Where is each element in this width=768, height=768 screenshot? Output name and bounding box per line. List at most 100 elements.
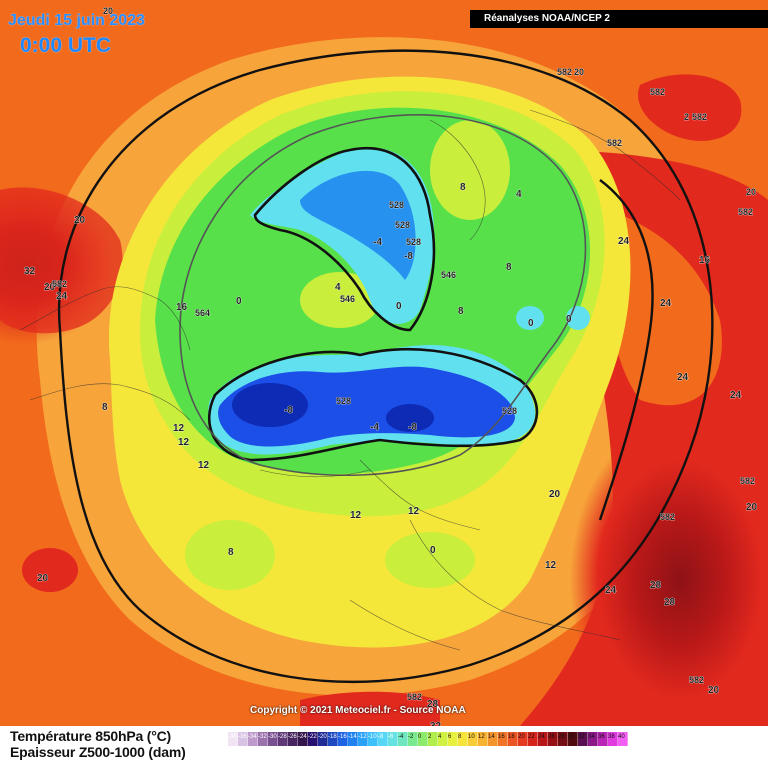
coast-north-america [19, 286, 191, 351]
legend-tick-label: 36 [598, 734, 605, 740]
legend-tick-label: -18 [328, 734, 337, 740]
legend-tick-label: 38 [608, 734, 615, 740]
label-528-b: 528 [395, 220, 410, 230]
label-528-a: 528 [389, 200, 404, 210]
central-yellow-green-blob [300, 272, 380, 328]
label-28-bottom: 28 [427, 699, 439, 710]
legend-tick-label: -30 [268, 734, 277, 740]
label-minus4-b: -4 [370, 422, 379, 433]
south-green-blob [185, 520, 275, 590]
label-8-w: 8 [102, 402, 108, 413]
legend-swatch: -12 [358, 732, 368, 746]
contour-582-east [598, 179, 654, 521]
legend-tick-label: -4 [398, 734, 404, 740]
label-582-top: 582 [557, 67, 572, 77]
legend-swatch: -14 [348, 732, 358, 746]
legend-swatch: 14 [488, 732, 498, 746]
legend-tick-label: 6 [448, 734, 452, 740]
copyright-text: Copyright © 2021 Meteociel.fr - Source N… [250, 705, 466, 716]
label-4-north: 4 [516, 189, 522, 200]
label-582-w: 582 [52, 279, 67, 289]
legend-temperature-label: Température 850hPa (°C) [10, 728, 172, 744]
label-28-se: 28 [650, 580, 662, 591]
legend-tick-label: -32 [258, 734, 267, 740]
north-cold-core [300, 170, 416, 280]
thickness-contours [57, 49, 714, 683]
label-0-r2: 0 [566, 314, 572, 325]
legend-swatch: -20 [318, 732, 328, 746]
label-20-w2: 20 [44, 282, 56, 293]
legend-tick-label: -14 [348, 734, 357, 740]
legend-swatch: 38 [608, 732, 618, 746]
legend-tick-label: 32 [578, 734, 585, 740]
legend-swatch: 18 [508, 732, 518, 746]
legend-swatch: 30 [568, 732, 578, 746]
north-yellow-green-blob [430, 120, 510, 220]
legend-swatch: 36 [598, 732, 608, 746]
label-20-se: 20 [549, 489, 561, 500]
legend-swatch: 2 [428, 732, 438, 746]
legend-swatch: 26 [548, 732, 558, 746]
label-24-ne: 24 [618, 236, 630, 247]
legend-tick-label: 10 [468, 734, 475, 740]
legend-tick-label: -38 [228, 734, 237, 740]
legend-swatch: -4 [398, 732, 408, 746]
coast-europe [359, 459, 481, 531]
legend-swatch: -6 [388, 732, 398, 746]
legend-tick-label: -10 [368, 734, 377, 740]
legend-swatch: -16 [338, 732, 348, 746]
legend-swatch: -10 [368, 732, 378, 746]
legend-swatch: -34 [248, 732, 258, 746]
label-12-e: 12 [408, 506, 420, 517]
legend-swatch: -28 [278, 732, 288, 746]
legend-swatch: 32 [578, 732, 588, 746]
label-minus8-b: -8 [284, 405, 293, 416]
map-date-title: Jeudi 15 juin 2023 [8, 12, 145, 29]
legend-swatch: -40 [218, 732, 228, 746]
south-cold-center-west [232, 383, 308, 427]
label-582-se2: 582 [660, 512, 675, 522]
label-582-ne: 582 [650, 87, 665, 97]
label-20-w: 20 [74, 215, 86, 226]
coast-mediterranean [349, 599, 461, 651]
legend-tick-label: 34 [588, 734, 595, 740]
europe-green-blob [385, 532, 475, 588]
legend-tick-label: 26 [548, 734, 555, 740]
legend-swatch: -26 [288, 732, 298, 746]
label-20-east: 20 [746, 187, 756, 197]
legend-tick-label: 2 [428, 734, 432, 740]
label-12-b: 12 [178, 437, 190, 448]
legend-tick-label: 20 [518, 734, 525, 740]
legend-swatch: 20 [518, 732, 528, 746]
coast-arctic [259, 469, 371, 478]
label-546-mid: 546 [340, 294, 355, 304]
label-4-mid: 4 [335, 282, 341, 293]
legend-swatch: -38 [228, 732, 238, 746]
label-20-sw: 20 [37, 573, 49, 584]
legend-swatch: 8 [458, 732, 468, 746]
cold-spot-east [516, 306, 544, 330]
legend-swatch: 4 [438, 732, 448, 746]
legend-swatch: 12 [478, 732, 488, 746]
label-8-s: 8 [228, 547, 234, 558]
west-red-region [0, 187, 123, 334]
label-0-mid: 0 [396, 301, 402, 312]
label-582-ne2: 582 [692, 112, 707, 122]
label-0-s: 0 [430, 545, 436, 556]
label-0-w: 0 [236, 296, 242, 307]
legend-tick-label: 28 [558, 734, 565, 740]
label-12-f: 12 [545, 560, 557, 571]
label-8-north: 8 [460, 182, 466, 193]
label-582-east: 582 [738, 207, 753, 217]
contour-582 [57, 49, 714, 683]
legend-tick-label: 4 [438, 734, 442, 740]
south-cold-core [218, 366, 516, 447]
southwest-red-spot [22, 548, 78, 592]
legend-tick-label: -8 [378, 734, 384, 740]
label-8-c: 8 [458, 306, 464, 317]
contour-546 [179, 114, 587, 476]
coastlines [19, 109, 681, 651]
coast-siberia [529, 109, 681, 201]
label-528-c: 528 [406, 237, 421, 247]
